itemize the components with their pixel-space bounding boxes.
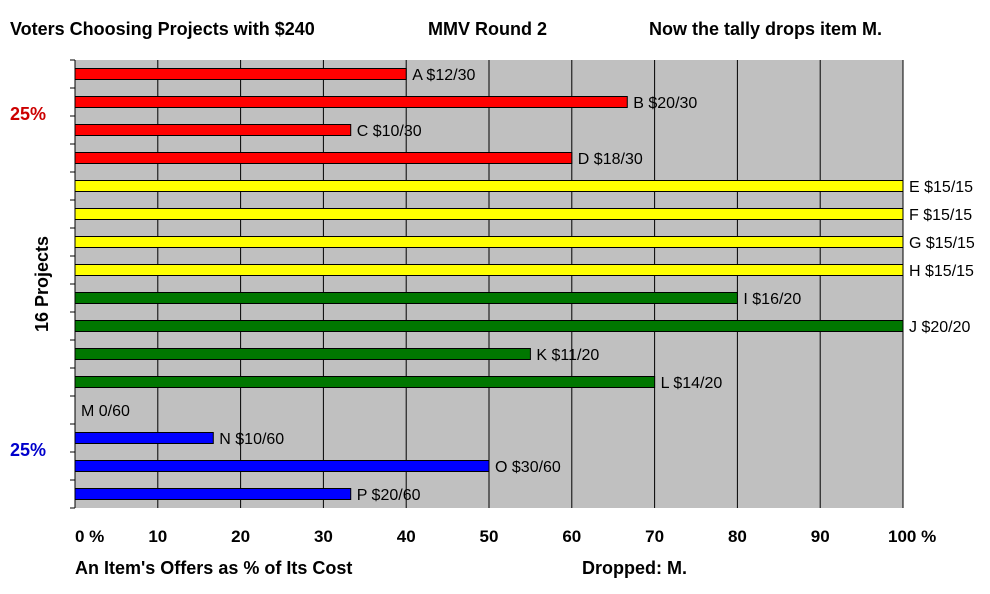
x-tick-label: 40	[397, 527, 416, 546]
bar	[74, 124, 352, 136]
x-tick-label: 30	[314, 527, 333, 546]
bar-label: L $14/20	[661, 375, 723, 392]
bar	[74, 68, 407, 80]
x-tick-label: 80	[728, 527, 747, 546]
tally-note: Now the tally drops item M.	[649, 19, 883, 39]
bar-label: A $12/30	[412, 67, 475, 84]
chart-title: Voters Choosing Projects with $240	[10, 19, 315, 39]
dropped-note: Dropped: M.	[582, 558, 687, 578]
bar	[74, 236, 904, 248]
x-tick-label: 90	[811, 527, 830, 546]
bar	[74, 208, 904, 220]
bar	[74, 488, 352, 500]
x-tick-label: 10	[148, 527, 167, 546]
x-tick-label: 50	[480, 527, 499, 546]
bar-label: N $10/60	[219, 431, 284, 448]
x-tick-label: 70	[645, 527, 664, 546]
bar-label: B $20/30	[633, 95, 697, 112]
bar	[74, 152, 573, 164]
x-tick-label: 0 %	[75, 527, 104, 546]
bar-label: I $16/20	[743, 291, 801, 308]
bar-label: J $20/20	[909, 319, 970, 336]
x-axis-caption: An Item's Offers as % of Its Cost	[75, 558, 353, 578]
bar	[74, 348, 531, 360]
bar	[74, 264, 904, 276]
round-label: MMV Round 2	[428, 19, 547, 39]
bar	[74, 292, 738, 304]
bar	[74, 460, 490, 472]
bar-label: C $10/30	[357, 123, 422, 140]
bar-label: H $15/15	[909, 263, 974, 280]
bar-label: O $30/60	[495, 459, 561, 476]
top-group-percent: 25%	[10, 104, 47, 124]
bar	[74, 96, 628, 108]
bar-label: E $15/15	[909, 179, 973, 196]
bar	[74, 432, 214, 444]
bottom-group-percent: 25%	[10, 440, 47, 460]
bar	[74, 180, 904, 192]
x-tick-label: 60	[562, 527, 581, 546]
bar-label: M 0/60	[81, 403, 130, 420]
x-tick-label: 20	[231, 527, 250, 546]
bar-label: P $20/60	[357, 487, 421, 504]
bar-label: K $11/20	[536, 347, 599, 364]
bar-label: F $15/15	[909, 207, 972, 224]
bar	[74, 320, 904, 332]
bar	[74, 376, 656, 388]
bar-label: G $15/15	[909, 235, 975, 252]
x-tick-label: 100 %	[888, 527, 936, 546]
bar-label: D $18/30	[578, 151, 643, 168]
y-axis-label: 16 Projects	[32, 236, 52, 332]
